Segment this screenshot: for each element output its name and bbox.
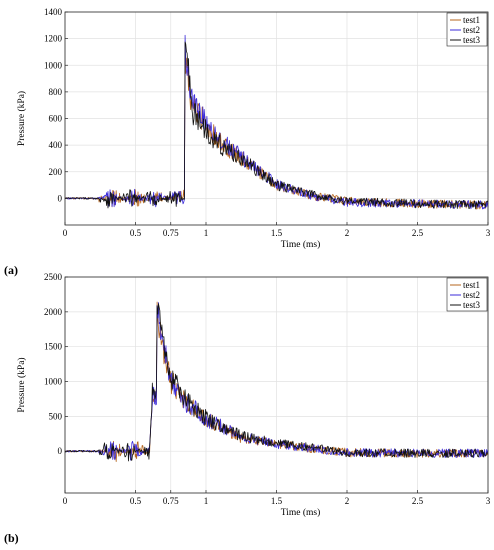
- y-tick-label: 1000: [44, 60, 63, 70]
- y-tick-label: 1000: [44, 377, 63, 387]
- y-tick-label: 500: [49, 411, 63, 421]
- legend-label-test2: test2: [463, 290, 480, 300]
- x-tick-label: 2.5: [412, 496, 424, 506]
- x-axis-label: Time (ms): [281, 239, 321, 250]
- y-tick-label: 1400: [44, 7, 63, 17]
- x-tick-label: 1: [204, 496, 209, 506]
- x-tick-label: 0: [63, 228, 68, 238]
- y-tick-label: 200: [49, 167, 63, 177]
- chart-panel-a: 0 0.5 0.75 1 1.5 2 2.5 3 0 200 400 600 800 1000 1200 14…: [16, 7, 491, 250]
- x-tick-label: 0.75: [163, 228, 179, 238]
- x-axis-label: Time (ms): [281, 507, 321, 518]
- y-tick-label: 800: [49, 87, 63, 97]
- x-tick-label: 0.5: [130, 496, 142, 506]
- series-line-test3: [64, 303, 489, 462]
- x-tick-label: 0: [63, 496, 68, 506]
- x-tick-label: 3: [486, 228, 491, 238]
- y-tick-label: 400: [49, 140, 63, 150]
- legend-label-test3: test3: [463, 300, 480, 310]
- x-tick-label: 0.75: [163, 496, 179, 506]
- legend-label-test1: test1: [463, 15, 480, 25]
- x-tick-label: 2.5: [412, 228, 424, 238]
- legend-label-test3: test3: [463, 35, 480, 45]
- y-tick-label: 0: [58, 446, 63, 456]
- series-line-test3: [64, 41, 489, 210]
- y-tick-label: 1500: [44, 342, 63, 352]
- x-tick-label: 2: [345, 496, 350, 506]
- x-tick-label: 1.5: [271, 228, 283, 238]
- legend-label-test1: test1: [463, 280, 480, 290]
- x-tick-label: 1: [204, 228, 209, 238]
- y-tick-label: 0: [58, 193, 63, 203]
- y-tick-label: 2000: [44, 307, 63, 317]
- panel-label-a: (a): [4, 263, 18, 277]
- y-axis-label: Pressure (kPa): [16, 91, 27, 146]
- y-tick-label: 1200: [44, 34, 63, 44]
- legend-label-test2: test2: [463, 25, 480, 35]
- panel-label-b: (b): [4, 531, 19, 545]
- x-tick-label: 3: [486, 496, 491, 506]
- x-tick-label: 0.5: [130, 228, 142, 238]
- x-tick-label: 2: [345, 228, 350, 238]
- y-tick-label: 2500: [44, 272, 63, 282]
- chart-panel-b: 0 0.5 0.75 1 1.5 2 2.5 3 0 500 1000 1500 2000 2500 Tim…: [16, 272, 491, 518]
- y-tick-label: 600: [49, 114, 63, 124]
- x-tick-label: 1.5: [271, 496, 283, 506]
- y-axis-label: Pressure (kPa): [16, 357, 27, 412]
